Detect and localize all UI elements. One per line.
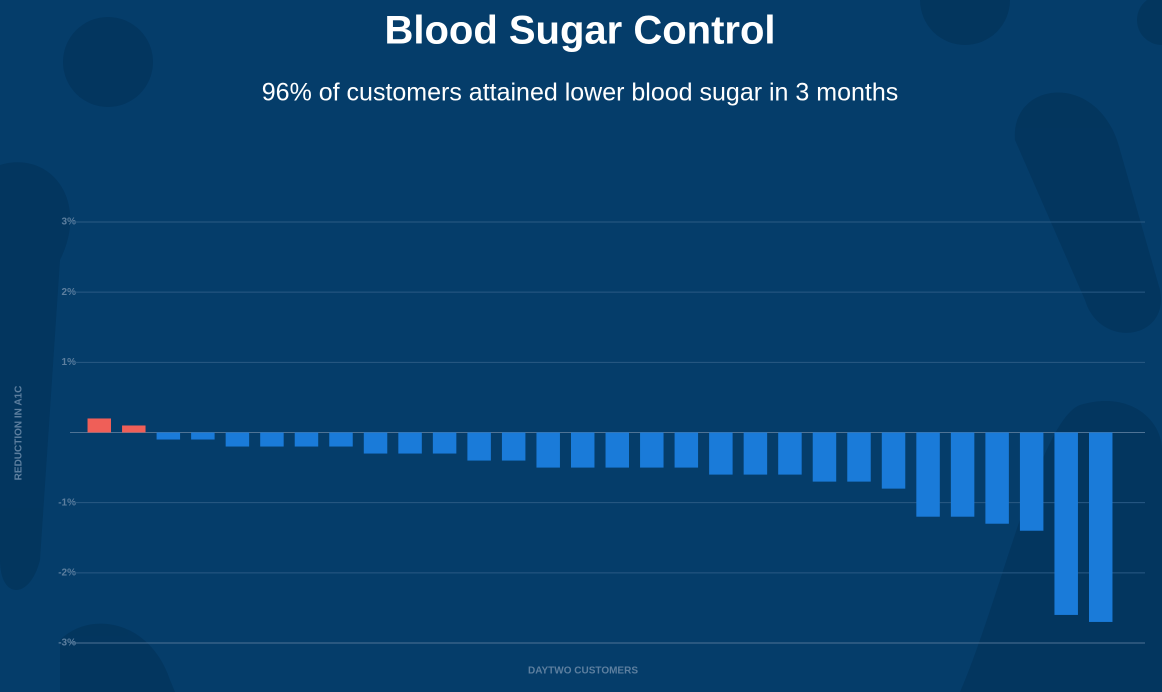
bar	[536, 432, 560, 468]
chart-title: Blood Sugar Control	[384, 9, 775, 53]
bar	[398, 432, 422, 454]
bar	[122, 425, 146, 433]
y-tick-label: -3%	[58, 638, 76, 649]
bar	[674, 432, 699, 468]
chart-subtitle: 96% of customers attained lower blood su…	[262, 79, 898, 107]
bar	[847, 432, 871, 482]
bar	[1088, 432, 1113, 622]
bar	[640, 432, 664, 468]
bar	[225, 432, 250, 447]
y-tick-label: 3%	[62, 217, 77, 228]
y-tick-label: 2%	[62, 287, 77, 298]
bar	[432, 432, 457, 454]
bar	[812, 432, 837, 482]
bar	[570, 432, 595, 468]
bar	[778, 432, 802, 475]
bar	[501, 432, 526, 461]
bar	[743, 432, 768, 475]
bar	[950, 432, 975, 517]
y-tick-label: 1%	[62, 357, 77, 368]
bar	[191, 432, 215, 440]
bar	[363, 432, 388, 454]
bar	[1019, 432, 1044, 531]
bar	[916, 432, 940, 517]
bar	[605, 432, 630, 468]
bar	[156, 432, 181, 440]
y-tick-label: -2%	[58, 567, 76, 578]
bar	[1054, 432, 1078, 615]
bar	[985, 432, 1009, 524]
y-axis-label: REDUCTION IN A1C	[14, 386, 25, 481]
bar	[329, 432, 353, 447]
bar	[294, 432, 319, 447]
bar	[87, 418, 112, 433]
bar	[260, 432, 284, 447]
x-axis-label: DAYTWO CUSTOMERS	[528, 666, 638, 677]
bar	[881, 432, 906, 489]
bar	[467, 432, 491, 461]
y-tick-label: -1%	[58, 497, 76, 508]
bar	[709, 432, 733, 475]
